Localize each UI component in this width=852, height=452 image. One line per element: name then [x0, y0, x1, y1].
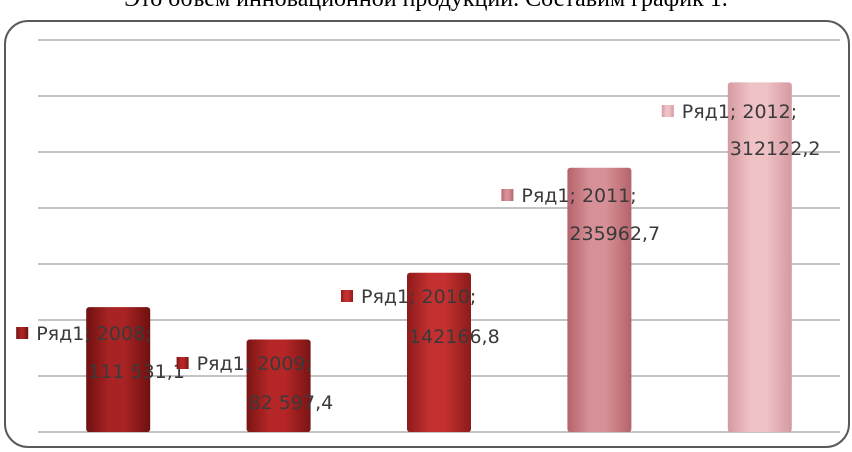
data-label-series-year: Ряд1; 2009; [197, 353, 312, 375]
data-labels: Ряд1; 2008; 111 531,1 Ряд1; 2009; 82 597,4 Р… [16, 101, 820, 414]
data-label-value: 142166,8 [409, 326, 500, 348]
data-label-value: 312122,2 [730, 138, 821, 160]
page-header-text: Это объем инновационной продукции. Соста… [0, 0, 852, 14]
bar-2012 [727, 82, 792, 433]
data-label-series-year: Ряд1; 2011; [521, 185, 636, 207]
legend-key-marker [501, 189, 514, 201]
data-label-value: 235962,7 [569, 223, 660, 245]
bar-2010 [407, 272, 471, 432]
data-label-series-year: Ряд1; 2012; [682, 101, 797, 123]
bar-2009 [246, 339, 311, 432]
data-label-value: 82 597,4 [249, 392, 334, 414]
bar-2008 [86, 307, 151, 432]
legend-key-marker [341, 290, 353, 302]
data-label-series-year: Ряд1; 2008; [36, 323, 151, 345]
legend-key-marker [176, 357, 189, 369]
legend-key-marker [16, 327, 29, 339]
data-label-series-year: Ряд1; 2010; [361, 286, 476, 308]
bar-2011 [567, 167, 632, 432]
data-label-value: 111 531,1 [88, 361, 185, 383]
legend-key-marker [661, 105, 674, 117]
bars [86, 82, 792, 433]
